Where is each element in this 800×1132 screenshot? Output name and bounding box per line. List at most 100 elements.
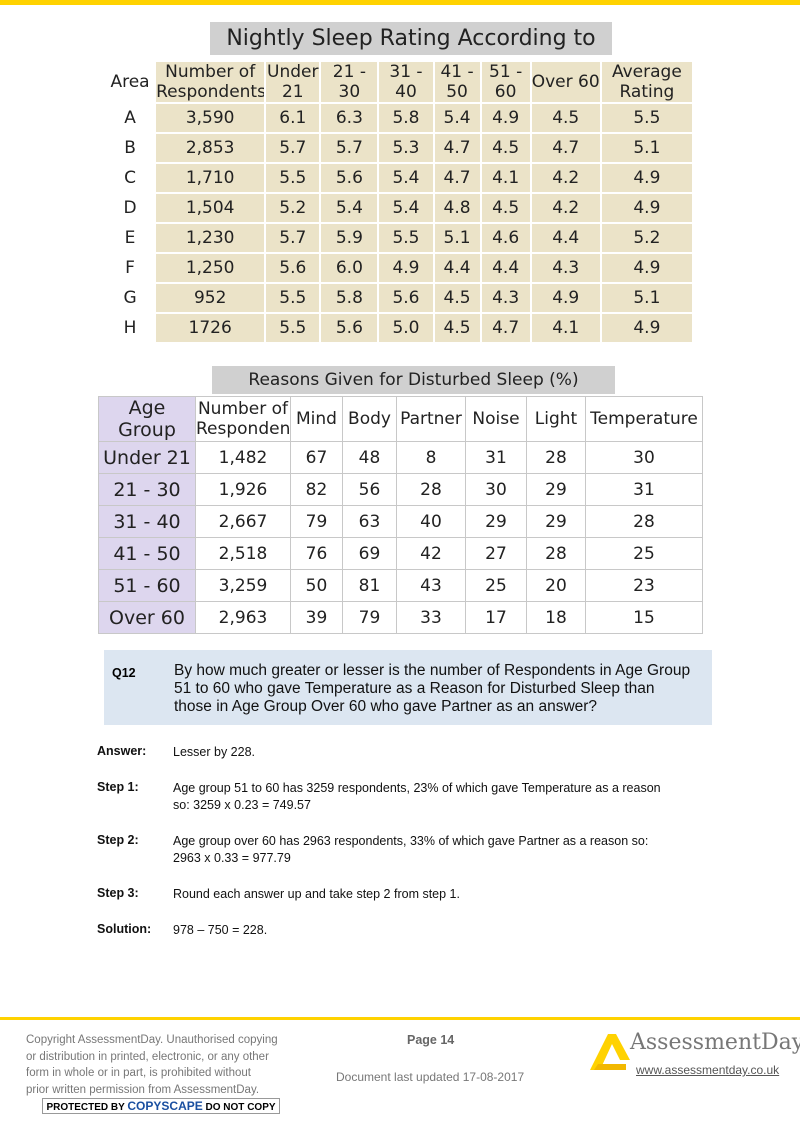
row: F 1,250 5.6 6.0 4.9 4.4 4.4 4.3 4.9 (103, 252, 695, 284)
row: G 952 5.5 5.8 5.6 4.5 4.3 4.9 5.1 (103, 282, 695, 314)
cell: 4.8 (432, 192, 482, 224)
row: C 1,710 5.5 5.6 5.4 4.7 4.1 4.2 4.9 (103, 162, 695, 194)
cell: 28 (396, 473, 466, 506)
copyright-line: prior written permission from Assessment… (26, 1083, 260, 1096)
cell: 51 - 60 (98, 569, 196, 602)
cell: 6.1 (264, 102, 322, 134)
table-title: Nightly Sleep Rating According to Age (210, 22, 612, 84)
cell: 5.4 (319, 192, 380, 224)
cell: 23 (585, 569, 703, 602)
cell: 1,482 (195, 441, 291, 474)
cell: 82 (290, 473, 343, 506)
header-cell: 51 - 60 (479, 60, 532, 104)
cell: 4.9 (377, 252, 435, 284)
cell: 4.9 (599, 312, 695, 344)
cell: 15 (585, 601, 703, 634)
cell: 1,250 (154, 252, 267, 284)
cell: 4.5 (479, 192, 532, 224)
step-text: Round each answer up and take step 2 fro… (173, 886, 460, 903)
badge-text: PROTECTED BY (46, 1102, 125, 1113)
cell: 56 (342, 473, 397, 506)
cell: 5.7 (264, 222, 322, 254)
cell: 3,259 (195, 569, 291, 602)
cell: 5.6 (319, 162, 380, 194)
header-cell: Area (103, 60, 157, 104)
cell: 4.1 (529, 312, 602, 344)
header-cell: Noise (465, 396, 527, 442)
header-cell: Over 60 (529, 60, 602, 104)
cell: 42 (396, 537, 466, 570)
cell: 5.7 (264, 132, 322, 164)
cell: 63 (342, 505, 397, 538)
cell: 4.5 (432, 282, 482, 314)
cell: 952 (154, 282, 267, 314)
cell: 4.9 (599, 162, 695, 194)
cell: E (103, 222, 157, 254)
cell: 5.7 (319, 132, 380, 164)
cell: 18 (526, 601, 586, 634)
cell: Under 21 (98, 441, 196, 474)
footer-bar (0, 1017, 800, 1020)
badge-text: DO NOT COPY (205, 1102, 276, 1113)
row: Over 60 2,963 39 79 33 17 18 15 (98, 601, 703, 634)
step-line: 978 – 750 = 228. (173, 923, 268, 937)
cell: 28 (526, 441, 586, 474)
cell: 5.8 (377, 102, 435, 134)
row: 31 - 40 2,667 79 63 40 29 29 28 (98, 505, 703, 538)
site-url[interactable]: www.assessmentday.co.uk (636, 1063, 780, 1077)
row: 21 - 30 1,926 82 56 28 30 29 31 (98, 473, 703, 506)
cell: 5.1 (599, 282, 695, 314)
cell: H (103, 312, 157, 344)
cell: 4.7 (529, 132, 602, 164)
row: 41 - 50 2,518 76 69 42 27 28 25 (98, 537, 703, 570)
cell: 1,926 (195, 473, 291, 506)
cell: 39 (290, 601, 343, 634)
cell: 41 - 50 (98, 537, 196, 570)
cell: 69 (342, 537, 397, 570)
cell: 5.5 (264, 162, 322, 194)
row: 51 - 60 3,259 50 81 43 25 20 23 (98, 569, 703, 602)
cell: 5.5 (599, 102, 695, 134)
badge-brand: COPYSCAPE (127, 1099, 203, 1113)
cell: 31 (465, 441, 527, 474)
cell: 5.2 (264, 192, 322, 224)
step-line: Lesser by 228. (173, 745, 255, 759)
logo-icon (590, 1034, 630, 1070)
cell: 31 (585, 473, 703, 506)
step-line: Round each answer up and take step 2 fro… (173, 887, 460, 901)
cell: 67 (290, 441, 343, 474)
header-cell: Average Rating (599, 60, 695, 104)
row: D 1,504 5.2 5.4 5.4 4.8 4.5 4.2 4.9 (103, 192, 695, 224)
cell: 4.9 (599, 192, 695, 224)
cell: 5.6 (264, 252, 322, 284)
cell: 5.1 (599, 132, 695, 164)
header-cell: Mind (290, 396, 343, 442)
step-text: 978 – 750 = 228. (173, 922, 267, 939)
header-cell: Temperature (585, 396, 703, 442)
cell: 25 (465, 569, 527, 602)
cell: 40 (396, 505, 466, 538)
step-label: Step 3: (97, 886, 139, 900)
cell: 5.8 (319, 282, 380, 314)
cell: 5.5 (264, 282, 322, 314)
logo-text: AssessmentDay (630, 1030, 800, 1055)
step-label: Step 2: (97, 833, 139, 847)
step-text: Age group over 60 has 2963 respondents, … (173, 833, 648, 867)
copyscape-badge: PROTECTED BY COPYSCAPE DO NOT COPY (42, 1098, 280, 1114)
cell: 6.0 (319, 252, 380, 284)
cell: 5.4 (432, 102, 482, 134)
step-text: Age group 51 to 60 has 3259 respondents,… (173, 780, 661, 814)
cell: 1,230 (154, 222, 267, 254)
cell: 28 (585, 505, 703, 538)
header-cell: 21 - 30 (319, 60, 380, 104)
cell: 29 (465, 505, 527, 538)
row: B 2,853 5.7 5.7 5.3 4.7 4.5 4.7 5.1 (103, 132, 695, 164)
cell: 30 (585, 441, 703, 474)
cell: 2,963 (195, 601, 291, 634)
cell: 17 (465, 601, 527, 634)
cell: Over 60 (98, 601, 196, 634)
cell: 5.4 (377, 162, 435, 194)
cell: 5.4 (377, 192, 435, 224)
cell: B (103, 132, 157, 164)
